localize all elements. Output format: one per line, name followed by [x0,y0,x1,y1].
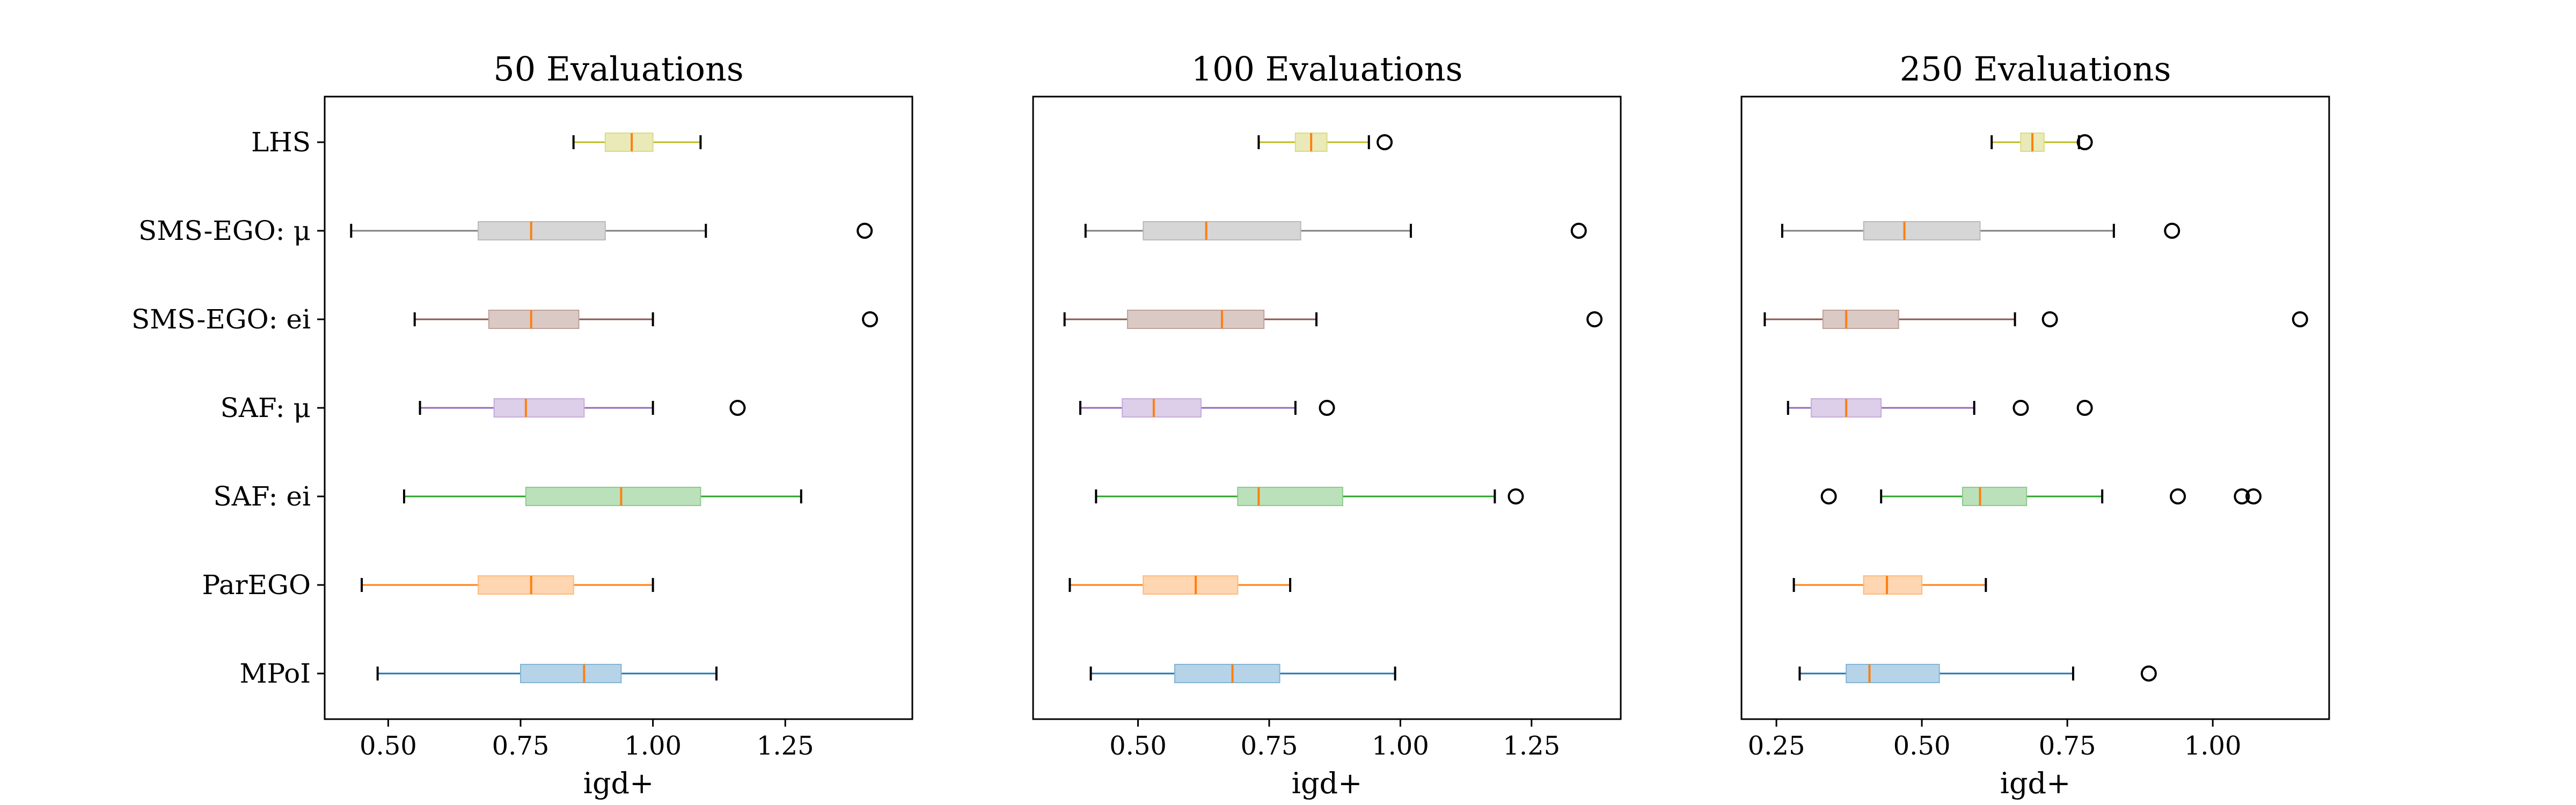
panel-title: 100 Evaluations [1191,49,1463,89]
category-label: LHS [251,127,311,158]
category-label: SAF: ei [213,481,311,512]
x-tick-label: 1.25 [757,731,814,761]
plot-frame [1032,96,1622,720]
box-MPoI [1798,664,2157,683]
x-tick-label: 0.25 [1748,731,1805,761]
x-axis-label: igd+ [2000,766,2071,800]
x-tick-label: 0.75 [1241,731,1298,761]
box-MPoI [1089,664,1396,683]
iqr-box [1126,310,1265,329]
x-axis-label: igd+ [583,766,654,800]
x-tick-label: 1.00 [624,731,682,761]
iqr-box [1846,664,1940,683]
panel-3: 250 Evaluations 0.25 0.50 0.75 1.00 igd+ [1740,49,2330,800]
outlier-point [2012,400,2029,416]
iqr-box [1143,221,1301,240]
x-tick-label: 1.00 [2184,731,2242,761]
box-SAF: μ [1079,398,1335,418]
iqr-box [525,487,701,506]
box-SAF: ei [1095,487,1524,506]
outlier-point [1507,488,1524,504]
x-axis-label: igd+ [1292,766,1363,800]
box-LHS [1990,133,2093,152]
x-tick-label: 0.50 [1893,731,1951,761]
outlier-point [2164,223,2180,239]
box-SAF: μ [419,398,746,418]
iqr-box [1237,487,1343,506]
box-MPoI [376,664,718,683]
box-LHS [572,133,702,152]
x-tick-label: 0.50 [1109,731,1167,761]
iqr-box [1863,575,1923,595]
box-SMS-EGO: μ [1084,221,1587,240]
box-ParEGO [361,575,654,595]
outlier-point [2076,400,2093,416]
box-SMS-EGO: ei [413,310,879,329]
outlier-point [2292,311,2308,327]
category-label: MPoI [239,658,311,689]
box-ParEGO [1792,575,1987,595]
panel-title: 50 Evaluations [493,49,743,89]
iqr-box [520,664,622,683]
x-tick-label: 0.75 [2039,731,2096,761]
outlier-point [862,311,879,327]
iqr-box [1122,398,1202,418]
box-ParEGO [1069,575,1292,595]
outlier-point [1377,134,1393,150]
x-tick-label: 0.75 [492,731,550,761]
box-SAF: ei [402,487,802,506]
panel-title: 250 Evaluations [1900,49,2171,89]
outlier-point [1319,400,1335,416]
panel-1: 50 Evaluations 0.50 0.75 1.00 1.25 igd+ LHS SMS… [131,49,913,800]
outlier-point [1586,311,1603,327]
outlier-point [729,400,746,416]
category-label: SAF: μ [220,392,311,423]
x-tick-label: 1.00 [1372,731,1429,761]
box-SMS-EGO: μ [1781,221,2180,240]
plot-frame [1740,96,2330,720]
outlier-point [857,223,873,239]
outlier-point [2170,488,2186,504]
iqr-box [1822,310,1899,329]
iqr-box [1962,487,2028,506]
iqr-box [478,575,574,595]
category-label: SMS-EGO: μ [138,215,311,246]
outlier-point [2140,665,2157,682]
iqr-box [1174,664,1280,683]
box-SMS-EGO: ei [1763,310,2308,329]
box-SAF: μ [1787,398,2093,418]
box-SAF: ei [1820,487,2262,506]
category-label: SMS-EGO: ei [131,304,311,335]
iqr-box [1863,221,1981,240]
outlier-point [1570,223,1587,239]
iqr-box [604,133,654,152]
iqr-box [1143,575,1239,595]
outlier-point [1820,488,1837,504]
box-SMS-EGO: ei [1063,310,1603,329]
category-label: ParEGO [202,569,311,601]
panel-2: 100 Evaluations 0.50 0.75 1.00 1.25 igd+ [1032,49,1622,800]
outlier-point [2245,488,2262,504]
iqr-box [493,398,585,418]
x-tick-label: 0.50 [360,731,417,761]
box-SMS-EGO: μ [350,221,873,240]
outlier-point [2041,311,2058,327]
iqr-box [478,221,606,240]
outlier-point [2234,488,2250,504]
x-tick-label: 1.25 [1503,731,1560,761]
iqr-box [488,310,580,329]
box-LHS [1257,133,1393,152]
outlier-point [2076,134,2093,150]
